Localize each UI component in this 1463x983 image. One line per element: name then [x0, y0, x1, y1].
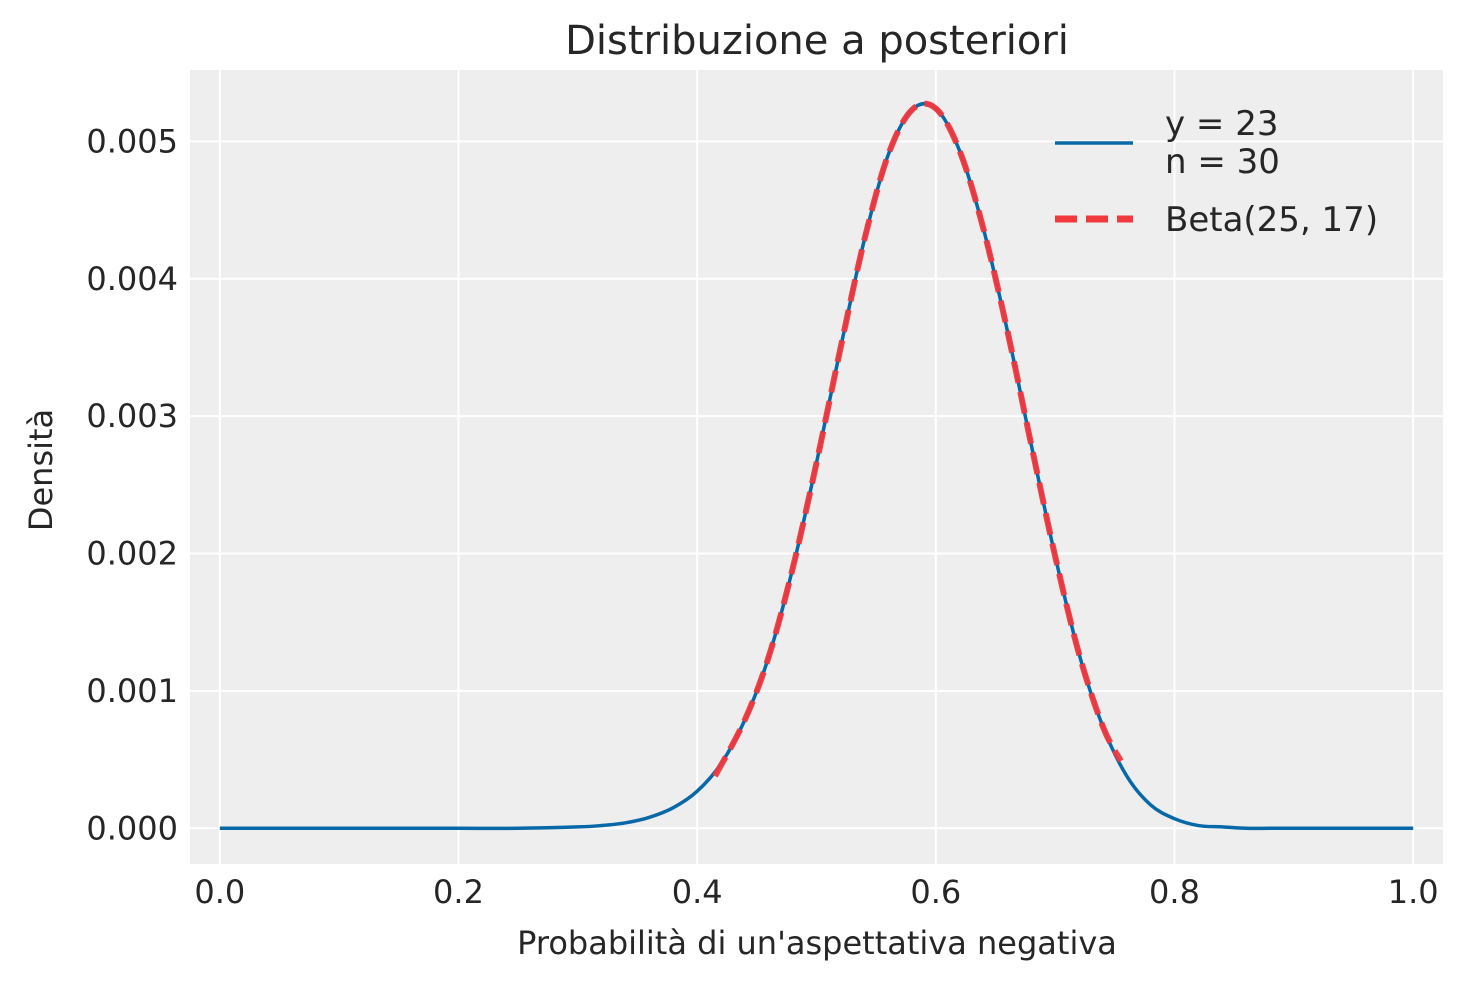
y-tick-label: 0.003 [86, 397, 178, 435]
y-tick-label: 0.004 [86, 260, 178, 298]
x-tick-label: 0.4 [672, 873, 723, 911]
y-tick-label: 0.000 [86, 809, 178, 847]
tick-labels: 0.0 0.2 0.4 0.6 0.8 1.0 0.000 0.001 0.002 0.003 0.… [86, 122, 1438, 911]
x-tick-label: 0.6 [910, 873, 961, 911]
y-tick-label: 0.002 [86, 535, 178, 573]
y-tick-label: 0.005 [86, 122, 178, 160]
series-line-0 [219, 101, 1414, 831]
legend-label: n = 30 [1165, 142, 1280, 182]
y-axis-label: Densità [22, 409, 60, 531]
legend-label: y = 23 [1165, 104, 1279, 144]
x-tick-label: 0.8 [1149, 873, 1200, 911]
legend-label: Beta(25, 17) [1165, 200, 1378, 240]
x-axis-label: Probabilità di un'aspettativa negativa [517, 924, 1117, 962]
chart-title: Distribuzione a posteriori [565, 18, 1069, 64]
x-tick-label: 1.0 [1388, 873, 1439, 911]
y-tick-label: 0.001 [86, 672, 178, 710]
series-line-1 [712, 100, 1124, 778]
legend: y = 23n = 30 Beta(25, 17) [1055, 104, 1378, 240]
x-tick-label: 0.0 [194, 873, 245, 911]
series-layer [219, 100, 1414, 831]
x-tick-label: 0.2 [433, 873, 484, 911]
